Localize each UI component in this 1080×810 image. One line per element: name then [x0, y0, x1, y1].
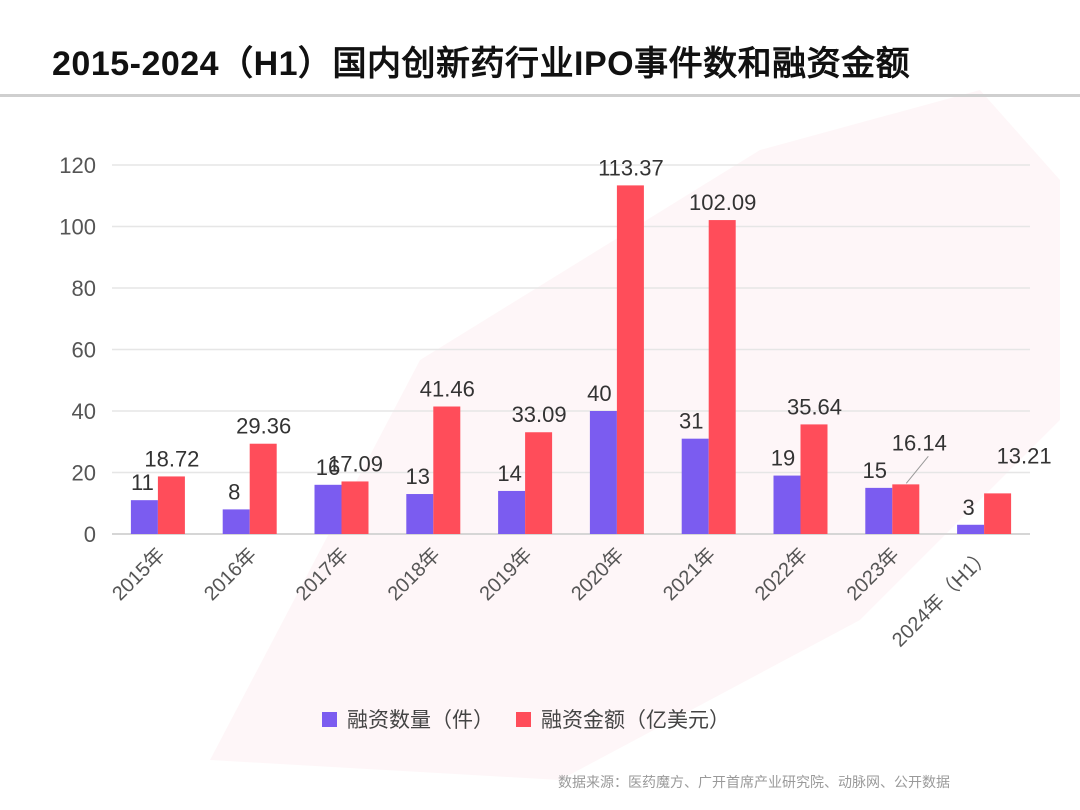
- x-tick-label: 2015年: [108, 543, 170, 605]
- data-label-count: 19: [771, 446, 795, 471]
- data-label-amount: 18.72: [144, 446, 199, 471]
- x-tick-label: 2018年: [383, 543, 445, 605]
- bar-count: [222, 509, 250, 534]
- legend-swatch-amount: [516, 711, 531, 727]
- bar-count: [773, 475, 801, 534]
- bar-amount: [800, 424, 828, 534]
- title-divider: [0, 94, 1080, 97]
- data-label-amount: 102.09: [689, 190, 756, 215]
- data-label-amount: 29.36: [236, 414, 291, 439]
- legend-item-amount[interactable]: 融资金额（亿美元）: [516, 704, 730, 734]
- bar-count: [589, 411, 617, 534]
- y-tick-label: 20: [72, 461, 96, 486]
- bar-count: [406, 494, 434, 534]
- bar-amount: [433, 406, 461, 534]
- bar-amount: [525, 432, 553, 534]
- bar-count: [957, 524, 985, 534]
- x-tick-label: 2017年: [291, 543, 353, 605]
- data-label-amount: 16.14: [892, 430, 947, 455]
- data-label-count: 40: [587, 381, 611, 406]
- data-label-amount: 17.09: [328, 451, 383, 476]
- bar-amount: [708, 220, 736, 535]
- data-label-count: 16: [316, 455, 340, 480]
- x-tick-label: 2020年: [567, 543, 629, 605]
- x-tick-label: 2016年: [199, 543, 261, 605]
- y-tick-label: 100: [59, 215, 96, 240]
- data-label-count: 15: [863, 458, 887, 483]
- data-label-amount: 35.64: [787, 394, 842, 419]
- data-label-count: 11: [131, 470, 154, 495]
- bar-count: [681, 438, 709, 534]
- y-tick-label: 40: [72, 399, 96, 424]
- bar-amount: [157, 476, 185, 534]
- y-tick-label: 80: [72, 276, 96, 301]
- data-label-amount: 33.09: [512, 402, 567, 427]
- bar-amount: [616, 185, 644, 534]
- bar-amount: [984, 493, 1012, 534]
- data-label-count: 3: [962, 495, 974, 520]
- data-source-note: 数据来源：医药魔方、广开首席产业研究院、动脉网、公开数据: [558, 774, 950, 790]
- legend-label-count: 融资数量（件）: [347, 709, 494, 732]
- data-label-count: 31: [679, 409, 703, 434]
- chart-title: 2015-2024（H1）国内创新药行业IPO事件数和融资金额: [52, 45, 911, 83]
- bar-amount: [892, 484, 920, 534]
- bar-count: [865, 487, 893, 534]
- bar-count: [314, 484, 342, 534]
- data-label-count: 14: [497, 461, 521, 486]
- data-label-amount: 113.37: [598, 155, 664, 180]
- data-label-amount: 41.46: [420, 377, 475, 402]
- data-label-amount: 13.21: [997, 443, 1052, 468]
- bar-count: [498, 490, 526, 534]
- bar-amount: [341, 481, 369, 534]
- label-leader-line: [905, 456, 929, 484]
- x-tick-label: 2023年: [842, 543, 904, 605]
- data-label-count: 13: [406, 464, 430, 489]
- bar-amount: [249, 443, 277, 534]
- bar-count: [130, 500, 158, 534]
- x-tick-label: 2019年: [475, 543, 537, 605]
- legend-item-count[interactable]: 融资数量（件）: [322, 704, 494, 734]
- legend-label-amount: 融资金额（亿美元）: [541, 709, 730, 732]
- x-tick-label: 2021年: [658, 543, 720, 605]
- x-tick-label: 2022年: [750, 543, 812, 605]
- legend-swatch-count: [322, 711, 337, 727]
- y-tick-label: 120: [59, 153, 96, 178]
- y-tick-label: 0: [84, 522, 96, 547]
- data-label-count: 8: [228, 479, 240, 504]
- legend: 融资数量（件） 融资金额（亿美元）: [322, 704, 752, 734]
- y-tick-label: 60: [72, 338, 96, 363]
